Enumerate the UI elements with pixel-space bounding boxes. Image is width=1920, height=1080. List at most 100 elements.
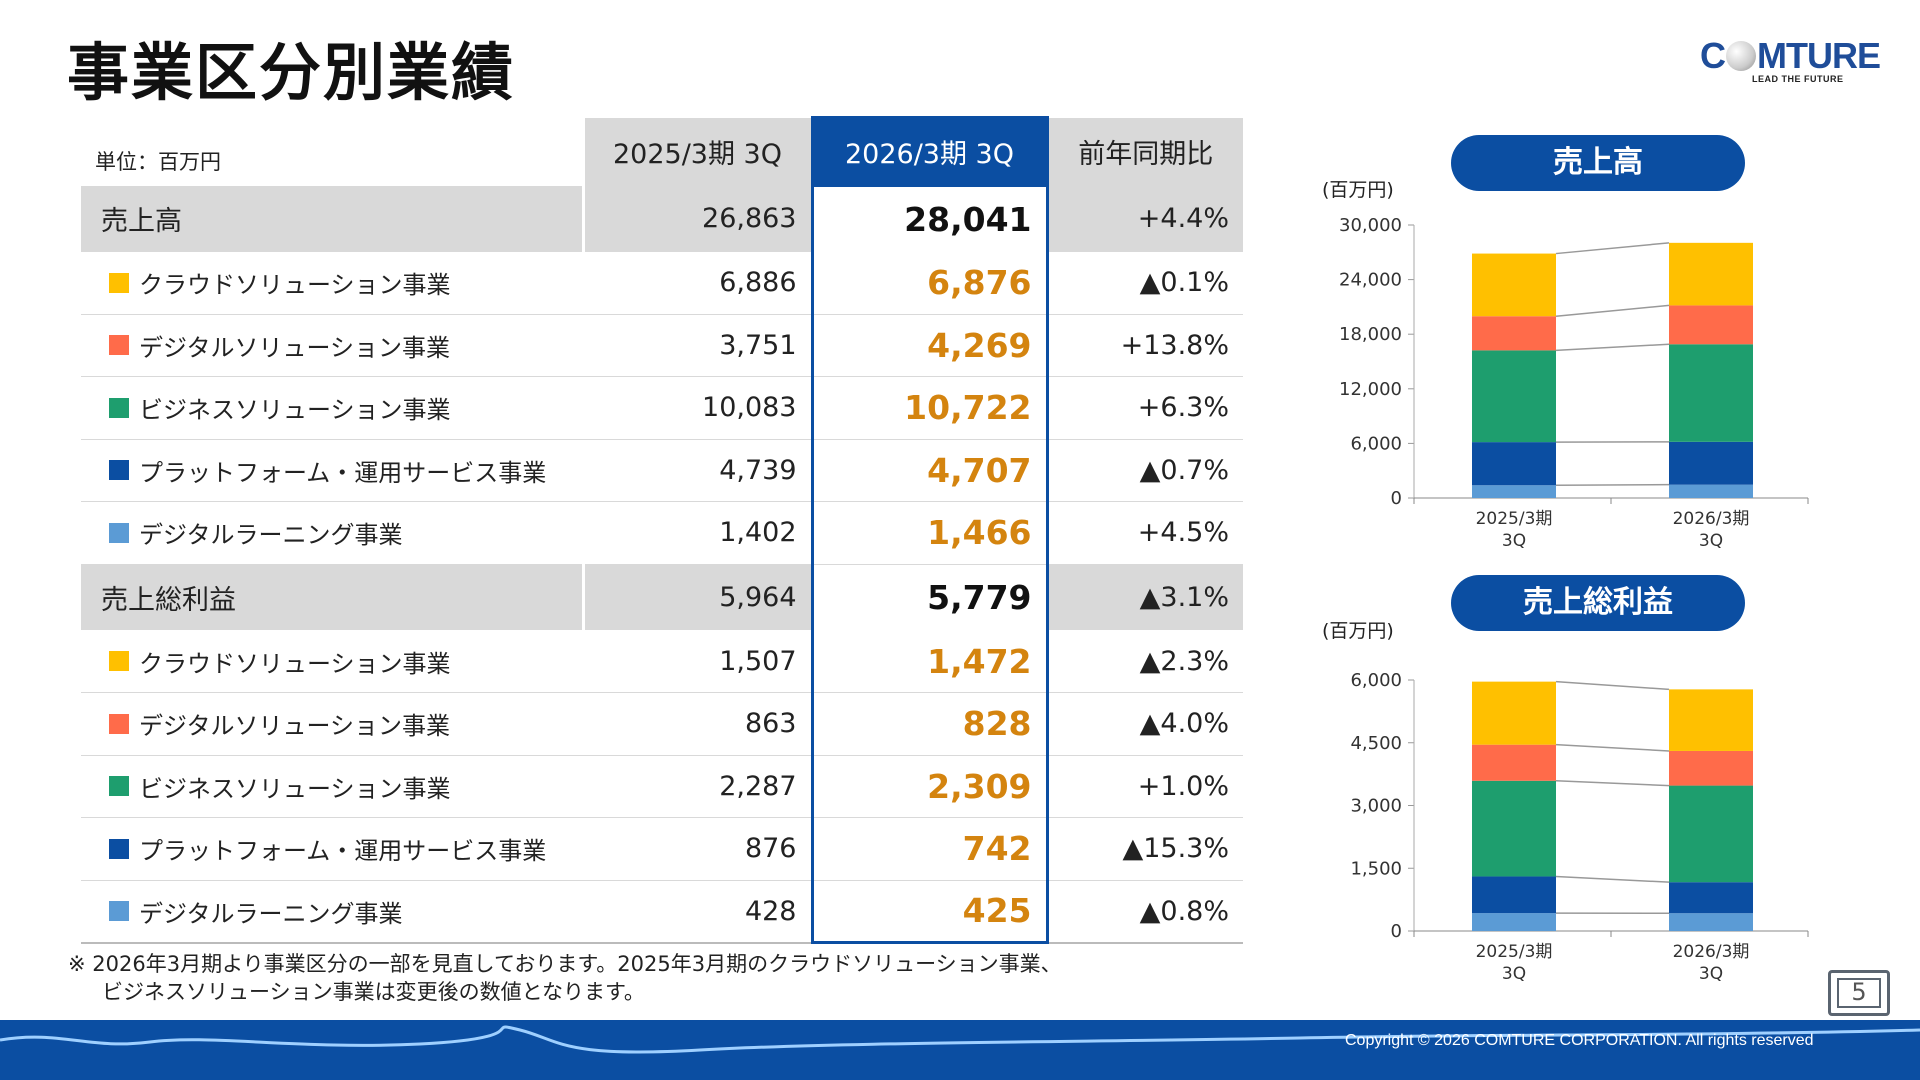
value-curr: 28,041 [810,185,1049,252]
unit-label: 単位：百万円 [81,117,583,186]
bar-segment [1669,689,1753,751]
value-curr: 6,876 [810,251,1049,315]
bar-segment [1472,681,1556,745]
value-prev: 3,751 [583,314,812,377]
value-curr: 10,722 [810,376,1049,440]
logo-tagline: LEAD THE FUTURE [1752,74,1844,84]
row-label: ビジネスソリューション事業 [139,396,451,425]
footnote-line: ※ 2026年3月期より事業区分の一部を見直しております。2025年3月期のクラ… [68,952,1062,976]
value-yoy: ▲0.7% [1047,439,1243,502]
value-curr: 4,269 [810,314,1049,377]
legend-swatch-icon [109,901,129,921]
value-yoy: ▲4.0% [1047,692,1243,756]
table-row: デジタルラーニング事業 1,402 1,466 +4.5% [81,501,1243,565]
table-total-row: 売上総利益 5,964 5,779 ▲3.1% [81,564,1243,630]
bar-segment [1472,744,1556,781]
value-yoy: +13.8% [1047,314,1243,377]
column-header-prev: 2025/3期 3Q [581,117,812,186]
value-yoy: +4.5% [1047,501,1243,565]
x-tick-label: 2025/3期 3Q [1476,942,1553,984]
row-label: 売上高 [81,185,583,252]
row-label: 売上総利益 [81,564,583,630]
page-title: 事業区分別業績 [67,36,516,109]
footnote: ※ 2026年3月期より事業区分の一部を見直しております。2025年3月期のクラ… [68,950,1062,1006]
connector-line [1555,680,1670,691]
table-row: デジタルソリューション事業 863 828 ▲4.0% [81,692,1243,756]
value-yoy: +4.4% [1045,185,1243,252]
y-tick-label: 18,000 [1339,324,1402,345]
y-tick-label: 12,000 [1339,379,1402,400]
value-prev: 428 [583,880,812,944]
bar-segment [1472,485,1556,498]
legend-swatch-icon [109,522,129,543]
connector-line [1555,304,1670,317]
table-row: クラウドソリューション事業 1,507 1,472 ▲2.3% [81,630,1243,693]
value-prev: 6,886 [583,251,812,315]
connector-line [1555,875,1670,883]
legend-swatch-icon [109,776,129,797]
y-tick-label: 3,000 [1350,796,1402,817]
legend-swatch-icon [109,397,129,418]
value-curr: 4,707 [810,439,1049,502]
value-curr: 1,472 [810,630,1049,693]
chart-unit-sales: (百万円) [1322,179,1394,201]
legend-swatch-icon [109,838,129,859]
value-curr: 742 [810,817,1049,881]
bar-segment [1669,882,1753,914]
row-label: クラウドソリューション事業 [139,271,451,299]
row-label: デジタルラーニング事業 [139,521,403,550]
value-prev: 876 [583,817,812,881]
y-tick-label: 6,000 [1350,670,1402,691]
footnote-line: ビジネスソリューション事業は変更後の数値となります。 [102,980,645,1004]
value-prev: 2,287 [583,755,812,818]
connector-line [1555,242,1670,255]
chart-title-gross-profit: 売上総利益 [1451,575,1745,631]
x-tick-label: 2026/3期 3Q [1673,942,1750,984]
table-row: クラウドソリューション事業 6,886 6,876 ▲0.1% [81,251,1243,315]
segment-results-table: 単位：百万円 2025/3期 3Q 2026/3期 3Q 前年同期比 売上高 2… [81,116,1243,944]
y-tick-label: 30,000 [1339,215,1402,236]
value-prev: 4,739 [583,439,812,502]
bar-segment [1669,441,1753,485]
bar-segment [1472,350,1556,443]
value-yoy: +1.0% [1047,755,1243,818]
table-row: プラットフォーム・運用サービス事業 876 742 ▲15.3% [81,817,1243,881]
value-prev: 5,964 [581,564,812,630]
value-prev: 26,863 [581,185,812,252]
column-header-yoy: 前年同期比 [1045,117,1243,186]
value-prev: 10,083 [583,376,812,440]
bar-segment [1472,442,1556,486]
table-row: デジタルラーニング事業 428 425 ▲0.8% [81,880,1243,944]
page-number: 5 [1828,970,1890,1016]
value-curr: 828 [810,692,1049,756]
value-yoy: +6.3% [1047,376,1243,440]
y-tick-label: 0 [1391,921,1402,942]
connector-line [1555,483,1670,486]
legend-swatch-icon [109,713,129,734]
table-row: ビジネスソリューション事業 2,287 2,309 +1.0% [81,755,1243,818]
value-yoy: ▲0.1% [1047,251,1243,315]
bar-segment [1472,253,1556,317]
bar-segment [1472,316,1556,351]
bar-segment [1472,876,1556,914]
sales-stacked-bar-chart: 0 6,000 12,000 18,000 24,000 30,000 2025/3期 3Q 2… [1339,215,1809,551]
bar-segment [1669,242,1753,306]
value-yoy: ▲15.3% [1047,817,1243,881]
value-prev: 1,402 [583,501,812,565]
bar-segment [1669,305,1753,345]
row-label: デジタルソリューション事業 [139,333,451,362]
bar-segment [1669,344,1753,442]
x-tick-label: 2026/3期 3Q [1673,509,1750,551]
legend-swatch-icon [109,651,129,671]
row-label: デジタルラーニング事業 [139,899,403,928]
copyright: Copyright © 2026 COMTURE CORPORATION. Al… [1345,1032,1814,1049]
row-label: プラットフォーム・運用サービス事業 [139,458,547,487]
bar-segment [1669,750,1753,786]
value-yoy: ▲3.1% [1045,564,1243,630]
row-label: クラウドソリューション事業 [139,649,451,678]
value-curr: 5,779 [810,564,1049,630]
y-tick-label: 0 [1391,488,1402,509]
bar-segment [1669,484,1753,498]
value-yoy: ▲0.8% [1047,880,1243,944]
footer-band [0,1020,1920,1080]
